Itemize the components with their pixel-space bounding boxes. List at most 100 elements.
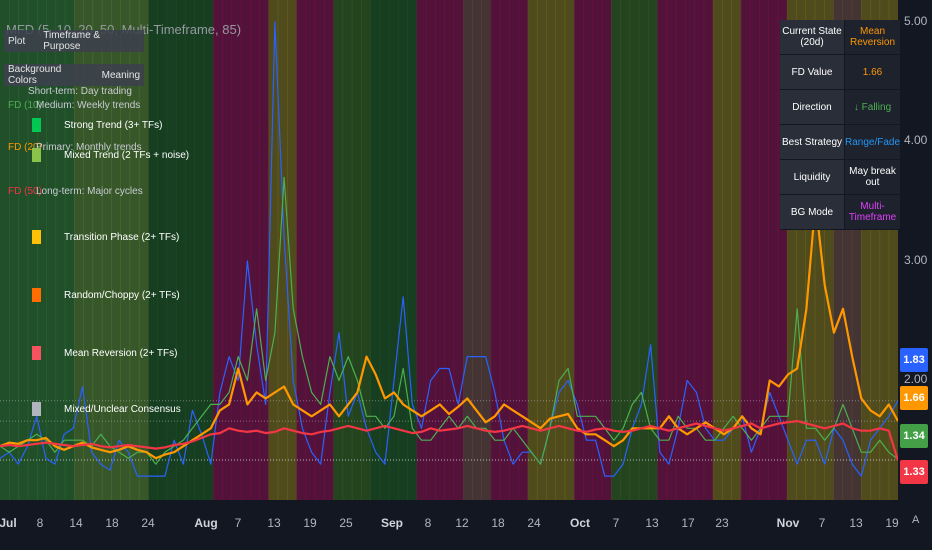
x-tick-label: 13 [849, 516, 863, 530]
price-tag: 1.83 [900, 348, 928, 372]
legend-plot-label: FD (20) [8, 142, 42, 153]
legend-plot-purpose: Primary: Monthly trends [36, 142, 142, 153]
background-band [231, 0, 242, 500]
background-band [638, 0, 649, 500]
x-tick-label: Aug [194, 516, 218, 530]
background-band [148, 0, 158, 500]
background-band [0, 0, 10, 500]
state-value: Multi-Timeframe [844, 194, 901, 230]
background-band [583, 0, 594, 500]
background-band [129, 0, 140, 500]
background-band [879, 0, 890, 500]
background-band [814, 0, 825, 500]
background-band [573, 0, 584, 500]
legend-plot-label: FD (50) [8, 186, 42, 197]
background-band [203, 0, 214, 500]
background-band [185, 0, 196, 500]
state-key: Liquidity [780, 159, 845, 195]
series-line-fd5[interactable] [0, 21, 899, 477]
x-tick-label: 24 [141, 516, 155, 530]
x-tick-label: 24 [527, 516, 541, 530]
background-band [296, 0, 307, 500]
legend-bg-swatch [32, 402, 41, 416]
background-band [314, 0, 325, 500]
state-key: BG Mode [780, 194, 845, 230]
legend-bg-meaning: Mixed/Unclear Consensus [64, 404, 181, 415]
background-band [120, 0, 131, 500]
background-band [731, 0, 742, 500]
state-key: Best Strategy [780, 124, 845, 160]
x-tick-label: 7 [234, 516, 242, 530]
background-band [55, 0, 66, 500]
state-row: Best Strategy Range/Fade [780, 124, 901, 160]
background-band [324, 0, 334, 500]
y-tick-label: 3.00 [904, 252, 928, 267]
background-band [27, 0, 38, 500]
legend-plot-purpose: Short-term: Day trading [28, 86, 132, 97]
background-band [499, 0, 510, 500]
state-row: Current State (20d) Mean Reversion [780, 20, 901, 55]
legend-bg-meaning: Transition Phase (2+ TFs) [64, 232, 180, 243]
x-tick-label: 14 [69, 516, 83, 530]
background-band [703, 0, 714, 500]
series-line-fd10[interactable] [0, 176, 899, 465]
legend-plot-purpose: Medium: Weekly trends [36, 100, 141, 111]
background-band [268, 0, 279, 500]
background-band [620, 0, 631, 500]
series-lines [0, 21, 900, 477]
legend-plot-label: FD (10) [8, 100, 42, 111]
background-band [768, 0, 779, 500]
background-band [249, 0, 260, 500]
legend-plot-row: Short-term: Day trading [8, 86, 132, 97]
x-tick-label: Jul [0, 516, 17, 530]
state-value: Mean Reversion [844, 20, 901, 55]
series-line-fd50[interactable] [0, 420, 900, 461]
background-band [666, 0, 677, 500]
x-tick-label: 8 [424, 516, 432, 530]
state-value: Range/Fade [844, 124, 901, 160]
price-axis-bg [898, 0, 932, 500]
state-row: Liquidity May break out [780, 159, 901, 195]
background-band [860, 0, 871, 500]
background-band [18, 0, 29, 500]
x-tick-label: 8 [36, 516, 44, 530]
legend-header-row: Plot Timeframe & Purpose [4, 30, 144, 52]
time-axis-bg [0, 500, 932, 550]
x-tick-label: 13 [645, 516, 659, 530]
legend-bg-swatch [32, 148, 41, 162]
background-band [490, 0, 501, 500]
background-band [342, 0, 353, 500]
background-band [111, 0, 121, 500]
background-band [823, 0, 834, 500]
background-band [435, 0, 445, 500]
background-band [749, 0, 760, 500]
background-band [833, 0, 844, 500]
auto-scale-button[interactable]: A [912, 514, 920, 526]
legend-bg-swatch [32, 230, 41, 244]
background-band [472, 0, 483, 500]
background-band [305, 0, 316, 500]
legend-header-plot: Plot [8, 35, 26, 47]
state-value: May break out [844, 159, 901, 195]
background-band [175, 0, 186, 500]
background-band [786, 0, 797, 500]
legend-bg-meaning: Random/Choppy (2+ TFs) [64, 290, 180, 301]
background-band [444, 0, 455, 500]
legend-plot-purpose: Long-term: Major cycles [36, 186, 143, 197]
background-band [629, 0, 640, 500]
state-row: Direction ↓ Falling [780, 89, 901, 125]
x-tick-label: 19 [303, 516, 317, 530]
background-band [138, 0, 149, 500]
background-band [509, 0, 520, 500]
legend-header-bg: Background Colors [8, 64, 62, 86]
background-band [601, 0, 612, 500]
price-tag: 1.66 [900, 386, 928, 410]
background-band [222, 0, 233, 500]
background-band [370, 0, 381, 500]
background-band [212, 0, 223, 500]
background-band [592, 0, 603, 500]
background-band [555, 0, 566, 500]
background-band [481, 0, 492, 500]
y-tick-label: 4.00 [904, 133, 928, 148]
